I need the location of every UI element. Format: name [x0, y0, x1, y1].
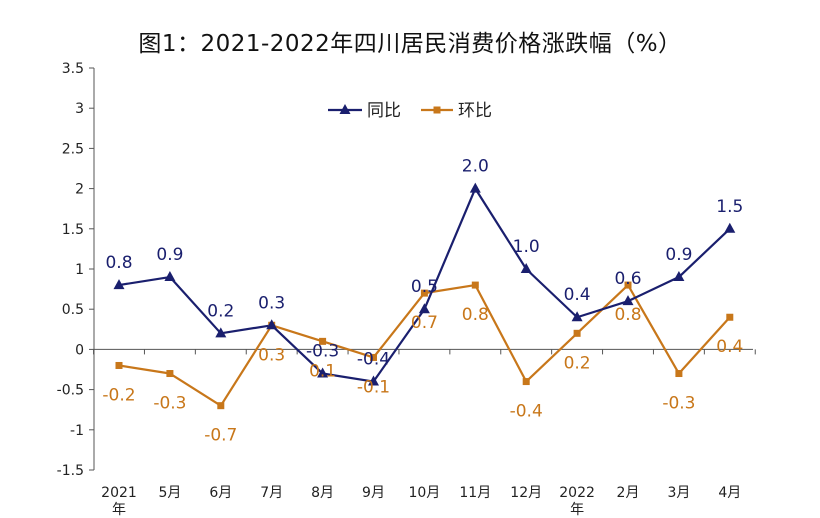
data-label-mom: 0.2 — [564, 353, 591, 373]
data-point-mom — [370, 353, 377, 361]
x-tick-label: 3月 — [667, 485, 690, 501]
data-label-mom: -0.3 — [662, 394, 695, 414]
data-point-mom — [319, 337, 327, 345]
data-point-yoy — [215, 327, 227, 338]
x-tick-label: 4月 — [718, 485, 741, 501]
data-point-mom — [217, 402, 225, 410]
data-label-yoy: 0.5 — [411, 277, 438, 297]
data-point-mom — [675, 370, 683, 378]
data-label-mom: 0.1 — [309, 361, 336, 381]
data-point-mom — [471, 281, 479, 289]
data-label-mom: 0.7 — [411, 313, 438, 333]
data-label-yoy: -0.4 — [357, 350, 390, 370]
x-tick-label: 5月 — [158, 485, 181, 501]
data-point-yoy — [418, 303, 430, 314]
y-tick-label: 1 — [75, 262, 84, 278]
x-tick-label-suffix: 年 — [570, 502, 584, 518]
x-tick-label: 8月 — [311, 485, 334, 501]
y-tick-label: -0.5 — [57, 383, 84, 399]
legend-marker-mom — [433, 106, 441, 114]
data-label-yoy: 0.2 — [207, 301, 234, 321]
data-label-mom: -0.4 — [510, 402, 543, 422]
data-label-mom: -0.2 — [102, 385, 135, 405]
y-tick-label: 2.5 — [62, 141, 84, 157]
x-tick-label: 2月 — [617, 485, 640, 501]
data-label-yoy: 1.0 — [513, 237, 540, 257]
data-point-yoy — [571, 311, 583, 322]
data-label-yoy: 1.5 — [716, 197, 743, 217]
x-tick-label: 12月 — [510, 485, 542, 501]
y-tick-label: 3 — [75, 101, 84, 117]
data-point-yoy — [724, 222, 736, 233]
data-point-yoy — [673, 271, 685, 282]
data-point-mom — [726, 313, 734, 321]
data-point-mom — [522, 378, 530, 386]
x-tick-label: 6月 — [209, 485, 232, 501]
legend-marker-yoy — [339, 104, 351, 114]
data-label-mom: -0.3 — [153, 394, 186, 414]
x-tick-label: 11月 — [459, 485, 491, 501]
data-point-mom — [115, 361, 123, 369]
data-point-yoy — [469, 182, 481, 193]
chart-title: 图1：2021-2022年四川居民消费价格涨跌幅（%） — [138, 31, 682, 57]
data-label-mom: 0.4 — [716, 337, 743, 357]
data-label-yoy: 0.8 — [105, 253, 132, 273]
data-label-yoy: 0.9 — [156, 245, 183, 265]
y-tick-label: 3.5 — [62, 61, 84, 77]
y-tick-label: 1.5 — [62, 222, 84, 238]
x-tick-label: 7月 — [260, 485, 283, 501]
data-point-mom — [166, 370, 174, 378]
data-label-mom: 0.8 — [614, 305, 641, 325]
data-point-yoy — [317, 367, 329, 378]
data-label-yoy: 0.4 — [564, 285, 591, 305]
data-point-yoy — [520, 263, 532, 273]
data-label-mom: -0.1 — [357, 377, 390, 397]
data-point-mom — [420, 289, 428, 297]
data-label-mom: 0.3 — [258, 345, 285, 365]
data-point-yoy — [368, 375, 379, 386]
legend-label-yoy: 同比 — [367, 101, 401, 121]
x-tick-label: 9月 — [362, 485, 385, 501]
y-tick-label: 0 — [75, 342, 84, 358]
data-point-yoy — [164, 271, 176, 282]
y-tick-label: -1 — [70, 423, 84, 439]
x-tick-label: 2021 — [101, 485, 137, 501]
data-point-mom — [573, 329, 581, 337]
data-point-yoy — [266, 319, 278, 330]
data-label-yoy: 0.9 — [665, 245, 692, 265]
x-tick-label: 10月 — [408, 485, 440, 501]
data-label-mom: 0.8 — [462, 305, 489, 325]
y-tick-label: 2 — [75, 182, 84, 198]
data-label-yoy: 0.3 — [258, 293, 285, 313]
x-tick-label: 2022 — [559, 485, 595, 501]
data-label-yoy: 0.6 — [614, 269, 641, 289]
y-tick-label: 0.5 — [62, 302, 84, 318]
y-tick-label: -1.5 — [57, 463, 84, 479]
legend-label-mom: 环比 — [458, 101, 492, 121]
data-point-yoy — [622, 295, 634, 306]
x-tick-label-suffix: 年 — [112, 502, 126, 518]
data-point-mom — [624, 281, 632, 289]
data-label-mom: -0.7 — [204, 426, 237, 446]
data-label-yoy: 2.0 — [462, 157, 489, 177]
data-point-yoy — [113, 279, 125, 290]
data-label-yoy: -0.3 — [306, 342, 339, 362]
